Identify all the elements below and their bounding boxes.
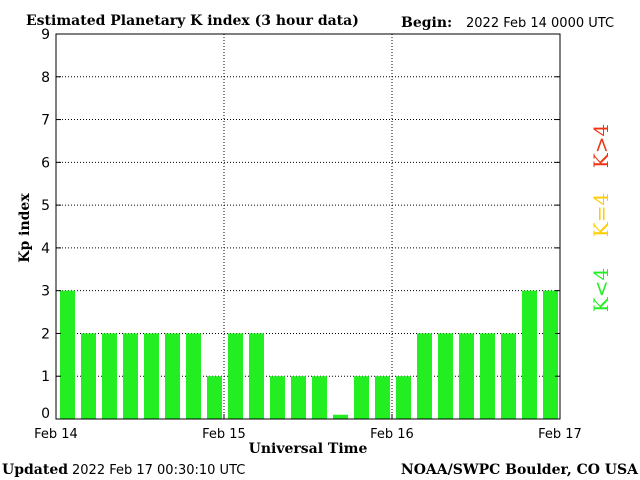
kp-bar xyxy=(60,290,75,419)
kp-bar xyxy=(375,376,390,419)
x-axis-label: Universal Time xyxy=(249,441,368,457)
kp-bar xyxy=(459,333,474,419)
bars xyxy=(60,290,558,419)
x-tick-label: Feb 16 xyxy=(370,427,414,442)
kp-bar xyxy=(438,333,453,419)
kp-bar xyxy=(396,376,411,419)
y-tick-label: 1 xyxy=(41,369,50,385)
kp-bar xyxy=(270,376,285,419)
y-tick-label: 8 xyxy=(41,70,50,86)
kp-bar xyxy=(165,333,180,419)
kp-bar xyxy=(501,333,516,419)
kp-bar xyxy=(123,333,138,419)
legend-low: K<4 xyxy=(589,268,613,312)
kp-bar xyxy=(480,333,495,419)
y-tick-label: 9 xyxy=(41,27,50,43)
y-axis-ticks: 0 1 2 3 4 5 6 7 8 9 xyxy=(41,27,560,422)
x-tick-label: Feb 14 xyxy=(34,427,78,442)
grid-lines xyxy=(56,34,560,419)
updated-label: Updated xyxy=(2,462,68,478)
kp-bar xyxy=(354,376,369,419)
y-axis-label: Kp index xyxy=(17,193,33,263)
updated-value: 2022 Feb 17 00:30:10 UTC xyxy=(72,463,245,478)
y-tick-label: 4 xyxy=(41,241,50,257)
kp-bar xyxy=(81,333,96,419)
chart-title: Estimated Planetary K index (3 hour data… xyxy=(26,13,359,29)
kp-bar xyxy=(522,290,537,419)
y-tick-label: 3 xyxy=(41,284,50,300)
kp-bar xyxy=(186,333,201,419)
x-tick-label: Feb 17 xyxy=(538,427,582,442)
y-tick-label: 0 xyxy=(41,406,50,422)
kp-bar xyxy=(333,414,348,419)
kp-bar xyxy=(228,333,243,419)
begin-label: Begin: xyxy=(401,15,452,31)
plot-frame xyxy=(55,33,561,420)
x-axis-ticks: Feb 14 Feb 15 Feb 16 Feb 17 xyxy=(34,414,582,442)
y-tick-label: 2 xyxy=(41,326,50,342)
kp-bar xyxy=(312,376,327,419)
y-tick-label: 5 xyxy=(41,198,50,214)
kp-bar xyxy=(249,333,264,419)
kp-bar xyxy=(417,333,432,419)
kp-bar xyxy=(207,376,222,419)
kp-bar xyxy=(291,376,306,419)
legend-high: K>4 xyxy=(589,124,613,168)
legend-mid: K=4 xyxy=(589,193,613,237)
y-tick-label: 6 xyxy=(41,155,50,171)
kp-bar xyxy=(102,333,117,419)
y-tick-label: 7 xyxy=(41,113,50,129)
kp-bar xyxy=(144,333,159,419)
credit-text: NOAA/SWPC Boulder, CO USA xyxy=(401,462,639,478)
begin-value: 2022 Feb 14 0000 UTC xyxy=(466,16,614,31)
x-tick-label: Feb 15 xyxy=(202,427,246,442)
kp-bar xyxy=(543,290,558,419)
